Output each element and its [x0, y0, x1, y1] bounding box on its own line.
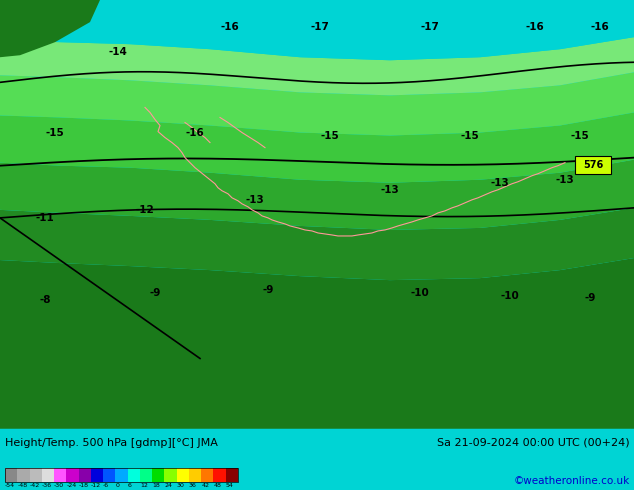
- Bar: [201, 468, 214, 482]
- Bar: [189, 468, 201, 482]
- Text: -13: -13: [245, 195, 264, 205]
- Polygon shape: [0, 160, 634, 230]
- Text: -15: -15: [571, 130, 590, 141]
- Text: 12: 12: [140, 483, 148, 488]
- Text: -9: -9: [262, 285, 274, 295]
- Bar: [54, 468, 67, 482]
- Text: -9: -9: [585, 293, 596, 303]
- Bar: [42, 468, 54, 482]
- Polygon shape: [0, 0, 634, 60]
- Polygon shape: [0, 208, 634, 280]
- Text: -15: -15: [461, 130, 479, 141]
- Text: 24: 24: [164, 483, 172, 488]
- Bar: [79, 468, 91, 482]
- Text: -24: -24: [67, 483, 77, 488]
- Text: ©weatheronline.co.uk: ©weatheronline.co.uk: [514, 476, 630, 486]
- Text: 0: 0: [115, 483, 119, 488]
- Text: -12: -12: [136, 205, 154, 215]
- Text: Sa 21-09-2024 00:00 UTC (00+24): Sa 21-09-2024 00:00 UTC (00+24): [437, 438, 630, 448]
- Bar: [67, 468, 79, 482]
- Bar: [17, 468, 30, 482]
- Bar: [177, 468, 189, 482]
- Text: -13: -13: [555, 175, 574, 185]
- Bar: [5, 468, 238, 482]
- Bar: [115, 468, 127, 482]
- Text: 36: 36: [189, 483, 197, 488]
- Text: -17: -17: [420, 22, 439, 32]
- Text: 6: 6: [127, 483, 131, 488]
- Text: -42: -42: [30, 483, 40, 488]
- Text: -16: -16: [186, 127, 204, 138]
- Text: -10: -10: [501, 291, 519, 301]
- Polygon shape: [0, 37, 634, 96]
- Bar: [164, 468, 177, 482]
- Text: -8: -8: [39, 295, 51, 305]
- Text: -16: -16: [526, 22, 545, 32]
- Bar: [226, 468, 238, 482]
- Text: 48: 48: [214, 483, 221, 488]
- Bar: [5, 468, 17, 482]
- Text: -13: -13: [491, 178, 509, 188]
- Text: -15: -15: [321, 130, 339, 141]
- Text: -36: -36: [42, 483, 52, 488]
- Bar: [127, 468, 140, 482]
- Bar: [214, 468, 226, 482]
- Bar: [30, 468, 42, 482]
- Text: -54: -54: [5, 483, 15, 488]
- Text: -9: -9: [150, 288, 160, 298]
- Text: 576: 576: [583, 160, 603, 170]
- Text: 18: 18: [152, 483, 160, 488]
- Bar: [91, 468, 103, 482]
- Text: -17: -17: [311, 22, 330, 32]
- Bar: [140, 468, 152, 482]
- Bar: [103, 468, 115, 482]
- Bar: [575, 156, 611, 174]
- Text: -13: -13: [380, 185, 399, 195]
- Text: -14: -14: [108, 47, 127, 57]
- Text: -15: -15: [46, 127, 65, 138]
- Text: -30: -30: [54, 483, 64, 488]
- Polygon shape: [0, 258, 634, 429]
- Text: -16: -16: [221, 22, 240, 32]
- Text: 54: 54: [226, 483, 233, 488]
- Text: -12: -12: [91, 483, 101, 488]
- Text: -6: -6: [103, 483, 109, 488]
- Polygon shape: [0, 113, 634, 183]
- Text: 30: 30: [177, 483, 184, 488]
- Bar: [152, 468, 164, 482]
- Text: 42: 42: [201, 483, 209, 488]
- Text: -48: -48: [17, 483, 27, 488]
- Polygon shape: [0, 73, 634, 136]
- Polygon shape: [0, 0, 100, 57]
- Text: Height/Temp. 500 hPa [gdmp][°C] JMA: Height/Temp. 500 hPa [gdmp][°C] JMA: [5, 438, 218, 448]
- Text: -11: -11: [36, 213, 55, 223]
- Text: -18: -18: [79, 483, 89, 488]
- Text: -16: -16: [591, 22, 609, 32]
- Text: -10: -10: [411, 288, 429, 298]
